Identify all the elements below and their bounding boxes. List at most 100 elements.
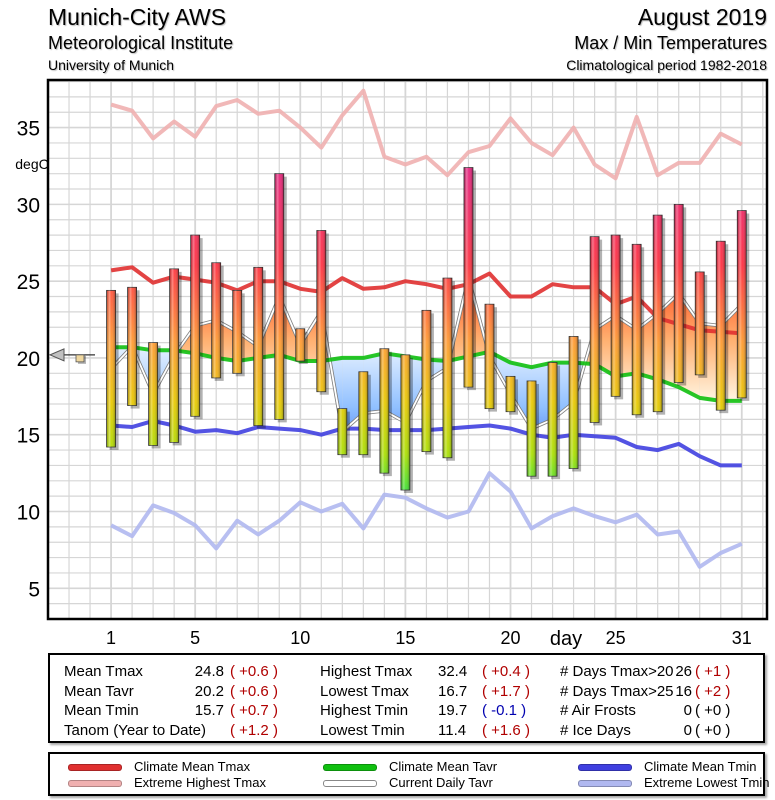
bar-highlight bbox=[127, 287, 137, 406]
bar-highlight bbox=[632, 244, 642, 415]
day-bar bbox=[274, 173, 287, 423]
chart-title: Max / Min Temperatures bbox=[574, 33, 767, 53]
cold-anomaly-fill bbox=[384, 353, 406, 423]
bar-highlight bbox=[653, 215, 663, 412]
day-bar bbox=[568, 336, 582, 472]
marker-box bbox=[75, 354, 85, 363]
legend-label: Extreme Lowest Tmin bbox=[644, 775, 770, 790]
bar-highlight bbox=[442, 278, 452, 458]
stat-row: Tanom (Year to Date) ( +1.2 ) bbox=[64, 721, 304, 741]
y-tick-label: 5 bbox=[28, 578, 40, 601]
bar-highlight bbox=[295, 328, 305, 362]
university-name: University of Munich bbox=[48, 57, 175, 73]
bar-highlight bbox=[421, 310, 431, 452]
stat-row: Mean Tmax 24.8 ( +0.6 ) bbox=[64, 662, 304, 682]
day-bar bbox=[673, 203, 687, 386]
extreme-lowest-tminline bbox=[110, 471, 743, 569]
statistics-panel: Mean Tmax 24.8 ( +0.6 ) Mean Tavr 20.2 ( +0.6… bbox=[48, 653, 765, 743]
y-tick-label: 30 bbox=[17, 194, 40, 217]
x-tick-label: 31 bbox=[732, 628, 752, 648]
day-bar bbox=[526, 380, 540, 480]
y-tick-label: 25 bbox=[17, 271, 40, 294]
stat-anomaly: ( +2 ) bbox=[695, 682, 731, 700]
cold-anomaly-fill bbox=[510, 362, 532, 429]
stat-anomaly: ( +1.7 ) bbox=[482, 682, 530, 700]
stat-row: Highest Tmax 32.4 ( +0.4 ) bbox=[320, 662, 550, 682]
stat-anomaly: ( +1.2 ) bbox=[230, 721, 278, 739]
y-tick-label: 35 bbox=[17, 118, 40, 141]
y-tick-label: 15 bbox=[17, 425, 40, 448]
legend-swatch bbox=[323, 764, 377, 771]
stat-label: # Air Frosts bbox=[560, 702, 636, 719]
day-bar bbox=[211, 262, 224, 381]
day-bar bbox=[484, 303, 497, 412]
stat-label: Mean Tmax bbox=[64, 663, 143, 680]
stat-label: Mean Tavr bbox=[64, 682, 134, 700]
bar-highlight bbox=[400, 354, 410, 491]
bar-highlight bbox=[148, 342, 158, 446]
stat-value: 11.4 bbox=[438, 721, 467, 739]
day-bar bbox=[505, 375, 519, 415]
legend-swatch bbox=[68, 764, 122, 771]
stat-anomaly: ( -0.1 ) bbox=[482, 702, 527, 719]
stat-label: # Days Tmax>25 bbox=[560, 682, 674, 700]
bar-highlight bbox=[484, 304, 494, 409]
stat-value: 15.7 bbox=[194, 702, 224, 719]
x-tick-label: 20 bbox=[500, 628, 520, 648]
bar-highlight bbox=[527, 380, 537, 477]
stats-column-extremes: Highest Tmax 32.4 ( +0.4 ) Lowest Tmax 16.7 (… bbox=[320, 662, 550, 740]
stat-value: 0 bbox=[683, 721, 692, 739]
stat-row: Lowest Tmax 16.7 ( +1.7 ) bbox=[320, 682, 550, 702]
y-axis-label: degC bbox=[15, 156, 48, 172]
stat-label: Lowest Tmax bbox=[320, 682, 409, 700]
day-bar bbox=[610, 234, 624, 400]
bar-highlight bbox=[716, 241, 726, 411]
bar-highlight bbox=[316, 230, 326, 392]
day-bar bbox=[631, 243, 645, 418]
day-bar bbox=[736, 210, 750, 401]
institute-name: Meteorological Institute bbox=[48, 33, 234, 53]
x-tick-label: 5 bbox=[190, 628, 200, 648]
bar-highlight bbox=[695, 271, 705, 375]
stat-label: Lowest Tmin bbox=[320, 721, 405, 739]
legend-swatch bbox=[578, 764, 632, 771]
legend-label: Current Daily Tavr bbox=[389, 775, 493, 790]
bar-highlight bbox=[274, 173, 284, 420]
stat-row: Highest Tmin 19.7 ( -0.1 ) bbox=[320, 701, 550, 721]
cold-anomaly-fill bbox=[342, 357, 364, 432]
stat-row: # Days Tmax>20 26( +1 ) bbox=[560, 662, 760, 682]
daily-bars bbox=[106, 167, 750, 494]
day-bar bbox=[652, 214, 666, 415]
stat-label: Highest Tmin bbox=[320, 702, 409, 719]
legend-label: Climate Mean Tavr bbox=[389, 759, 498, 774]
bar-highlight bbox=[337, 408, 347, 455]
stat-value: 32.4 bbox=[438, 663, 468, 680]
day-bar bbox=[421, 309, 434, 455]
y-tick-label: 20 bbox=[17, 348, 40, 371]
day-bar bbox=[694, 271, 708, 378]
bar-highlight bbox=[106, 290, 116, 448]
cold-anomaly-fill bbox=[426, 359, 448, 381]
bar-highlight bbox=[737, 210, 747, 398]
day-bar bbox=[127, 286, 140, 409]
warm-anomaly-fill bbox=[720, 304, 742, 401]
stat-anomaly: ( +0.4 ) bbox=[482, 663, 530, 680]
stat-value: 16 bbox=[675, 682, 692, 700]
legend-label: Climate Mean Tmin bbox=[644, 759, 757, 774]
stat-value: 19.7 bbox=[438, 702, 468, 719]
x-axis-ticks: 1 5 10 15 20 25 31 bbox=[106, 628, 752, 648]
bar-highlight bbox=[211, 262, 221, 378]
stat-value: 0 bbox=[683, 702, 692, 719]
day-bar bbox=[547, 362, 561, 480]
day-bar bbox=[442, 277, 455, 461]
cold-anomaly-fill bbox=[405, 356, 427, 423]
y-axis-ticks: 5 10 15 20 25 30 35 bbox=[17, 118, 40, 602]
legend-swatch bbox=[323, 780, 377, 787]
day-bar bbox=[337, 408, 350, 458]
day-bar bbox=[400, 354, 413, 494]
stat-anomaly: ( +0 ) bbox=[695, 721, 731, 739]
stat-anomaly: ( +1.6 ) bbox=[482, 721, 530, 739]
x-tick-label: 10 bbox=[290, 628, 310, 648]
bar-highlight bbox=[569, 336, 579, 469]
